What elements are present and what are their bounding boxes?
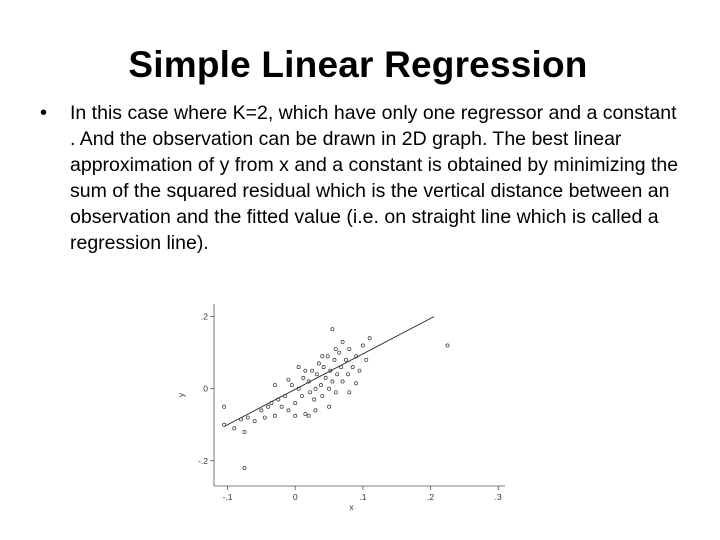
data-point [276, 397, 281, 402]
data-point [306, 379, 311, 384]
data-point [313, 408, 318, 413]
data-point [310, 368, 315, 373]
data-point [272, 413, 277, 418]
data-point [286, 377, 291, 382]
y-tick-label: 0 [203, 384, 208, 394]
data-point [347, 347, 352, 351]
data-point [318, 383, 323, 388]
data-point [293, 413, 298, 418]
data-point [325, 354, 330, 359]
data-point [286, 408, 291, 413]
x-tick-label: .3 [495, 492, 502, 502]
data-point [364, 357, 369, 362]
bullet-text: In this case where K=2, which have only … [70, 102, 679, 254]
scatter-plot-svg: -.2 0 .2 -.1 0 .1 .2 .3 x y [176, 304, 505, 512]
data-point [296, 365, 301, 370]
data-point [232, 426, 237, 431]
data-point [337, 350, 342, 355]
data-point [321, 365, 326, 370]
data-point [333, 390, 338, 395]
data-point [293, 401, 298, 406]
data-point [328, 368, 333, 373]
data-point [323, 375, 328, 380]
data-point [222, 404, 227, 409]
bullet-item: • In this case where K=2, which have onl… [40, 100, 690, 256]
data-point [303, 368, 308, 373]
data-point [445, 343, 450, 348]
data-point [335, 372, 340, 377]
data-point [360, 343, 365, 348]
data-point [252, 419, 257, 424]
y-tick-label: .2 [201, 312, 208, 322]
bullet-marker: • [40, 102, 48, 124]
data-point [339, 365, 344, 370]
data-point [330, 379, 335, 384]
data-point [340, 339, 345, 344]
data-point [301, 375, 306, 380]
data-point [314, 372, 319, 377]
data-point [259, 408, 264, 413]
y-tick-label: -.2 [198, 456, 208, 466]
data-point [327, 404, 331, 409]
data-point [300, 393, 304, 398]
data-point [346, 372, 350, 377]
data-point [367, 336, 372, 341]
data-point [289, 383, 294, 388]
x-tick-label: -.1 [223, 492, 233, 502]
data-point [320, 393, 325, 398]
data-point [344, 357, 348, 362]
bullet-list: • In this case where K=2, which have onl… [40, 100, 690, 256]
data-point [306, 413, 311, 418]
data-point [320, 354, 325, 359]
data-point [330, 327, 335, 332]
x-tick-label: .1 [359, 492, 366, 502]
y-axis-label: y [176, 392, 186, 397]
x-axis-label: x [349, 502, 354, 512]
data-point [333, 347, 338, 351]
scatter-plot: -.2 0 .2 -.1 0 .1 .2 .3 x y [170, 298, 515, 516]
data-point [332, 357, 337, 362]
data-point [350, 365, 355, 370]
data-point [269, 401, 274, 406]
data-point [283, 393, 288, 398]
data-point [262, 415, 267, 420]
data-point [303, 411, 308, 416]
data-point [242, 466, 247, 470]
data-point [245, 415, 250, 420]
data-point [272, 383, 277, 388]
data-point [266, 404, 271, 409]
slide-title: Simple Linear Regression [128, 44, 588, 85]
x-tick-label: .2 [427, 492, 434, 502]
data-point [312, 397, 317, 402]
data-point [296, 386, 301, 391]
data-point [222, 422, 227, 427]
data-point [239, 417, 244, 422]
data-point [308, 390, 313, 395]
data-point [242, 429, 247, 434]
data-point [354, 381, 359, 386]
data-point [316, 361, 321, 366]
data-point [279, 404, 284, 409]
data-point [354, 354, 359, 359]
data-point [327, 386, 331, 391]
data-point [313, 386, 318, 391]
x-tick-label: 0 [293, 492, 298, 502]
data-point [340, 379, 345, 384]
data-point [357, 368, 362, 373]
data-point [347, 390, 352, 395]
